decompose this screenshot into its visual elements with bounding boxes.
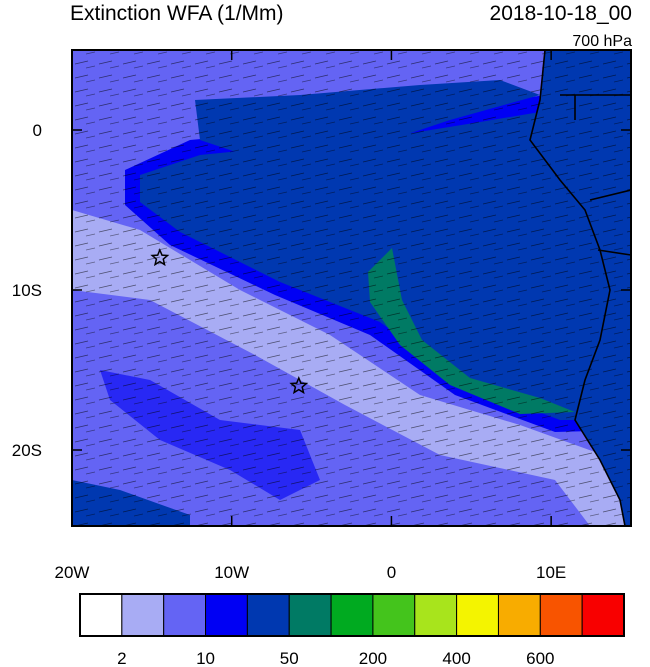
plot-frame <box>71 49 632 527</box>
site-marker <box>150 248 170 267</box>
colorbar-box <box>246 593 290 637</box>
y-tick-label: 10S <box>12 281 42 300</box>
x-tick-label: 10E <box>536 563 566 582</box>
wind-barbs <box>72 50 631 526</box>
coastline <box>529 50 631 526</box>
map-fill <box>72 50 631 526</box>
colorbar-frame <box>79 593 625 637</box>
colorbar-box <box>330 593 374 637</box>
colorbar-label: 400 <box>442 649 470 667</box>
colorbar-box <box>205 593 248 637</box>
colorbar-box <box>456 593 499 637</box>
colorbar-box <box>372 593 416 637</box>
title: Extinction WFA (1/Mm) <box>70 2 284 25</box>
colorbar-box <box>79 593 123 637</box>
x-tick-label: 0 <box>387 563 396 582</box>
site-marker <box>289 376 309 395</box>
colorbar-label: 600 <box>526 649 554 667</box>
date-label: 2018-10-18_00 <box>490 2 632 25</box>
colorbar-box <box>288 593 332 637</box>
colorbar-label: 50 <box>280 649 299 667</box>
colorbar-label: 200 <box>359 649 387 667</box>
colorbar-box <box>163 593 207 637</box>
colorbar-box <box>581 593 625 637</box>
colorbar-box <box>121 593 165 637</box>
y-tick-label: 0 <box>33 121 42 140</box>
colorbar-box <box>539 593 583 637</box>
x-tick-label: 20W <box>55 563 90 582</box>
colorbar-label: 10 <box>196 649 215 667</box>
colorbar-box <box>414 593 458 637</box>
level-label: 700 hPa <box>572 33 632 50</box>
x-tick-label: 10W <box>214 563 249 582</box>
y-tick-label: 20S <box>12 441 42 460</box>
colorbar-box <box>497 593 541 637</box>
colorbar-label: 2 <box>117 649 126 667</box>
